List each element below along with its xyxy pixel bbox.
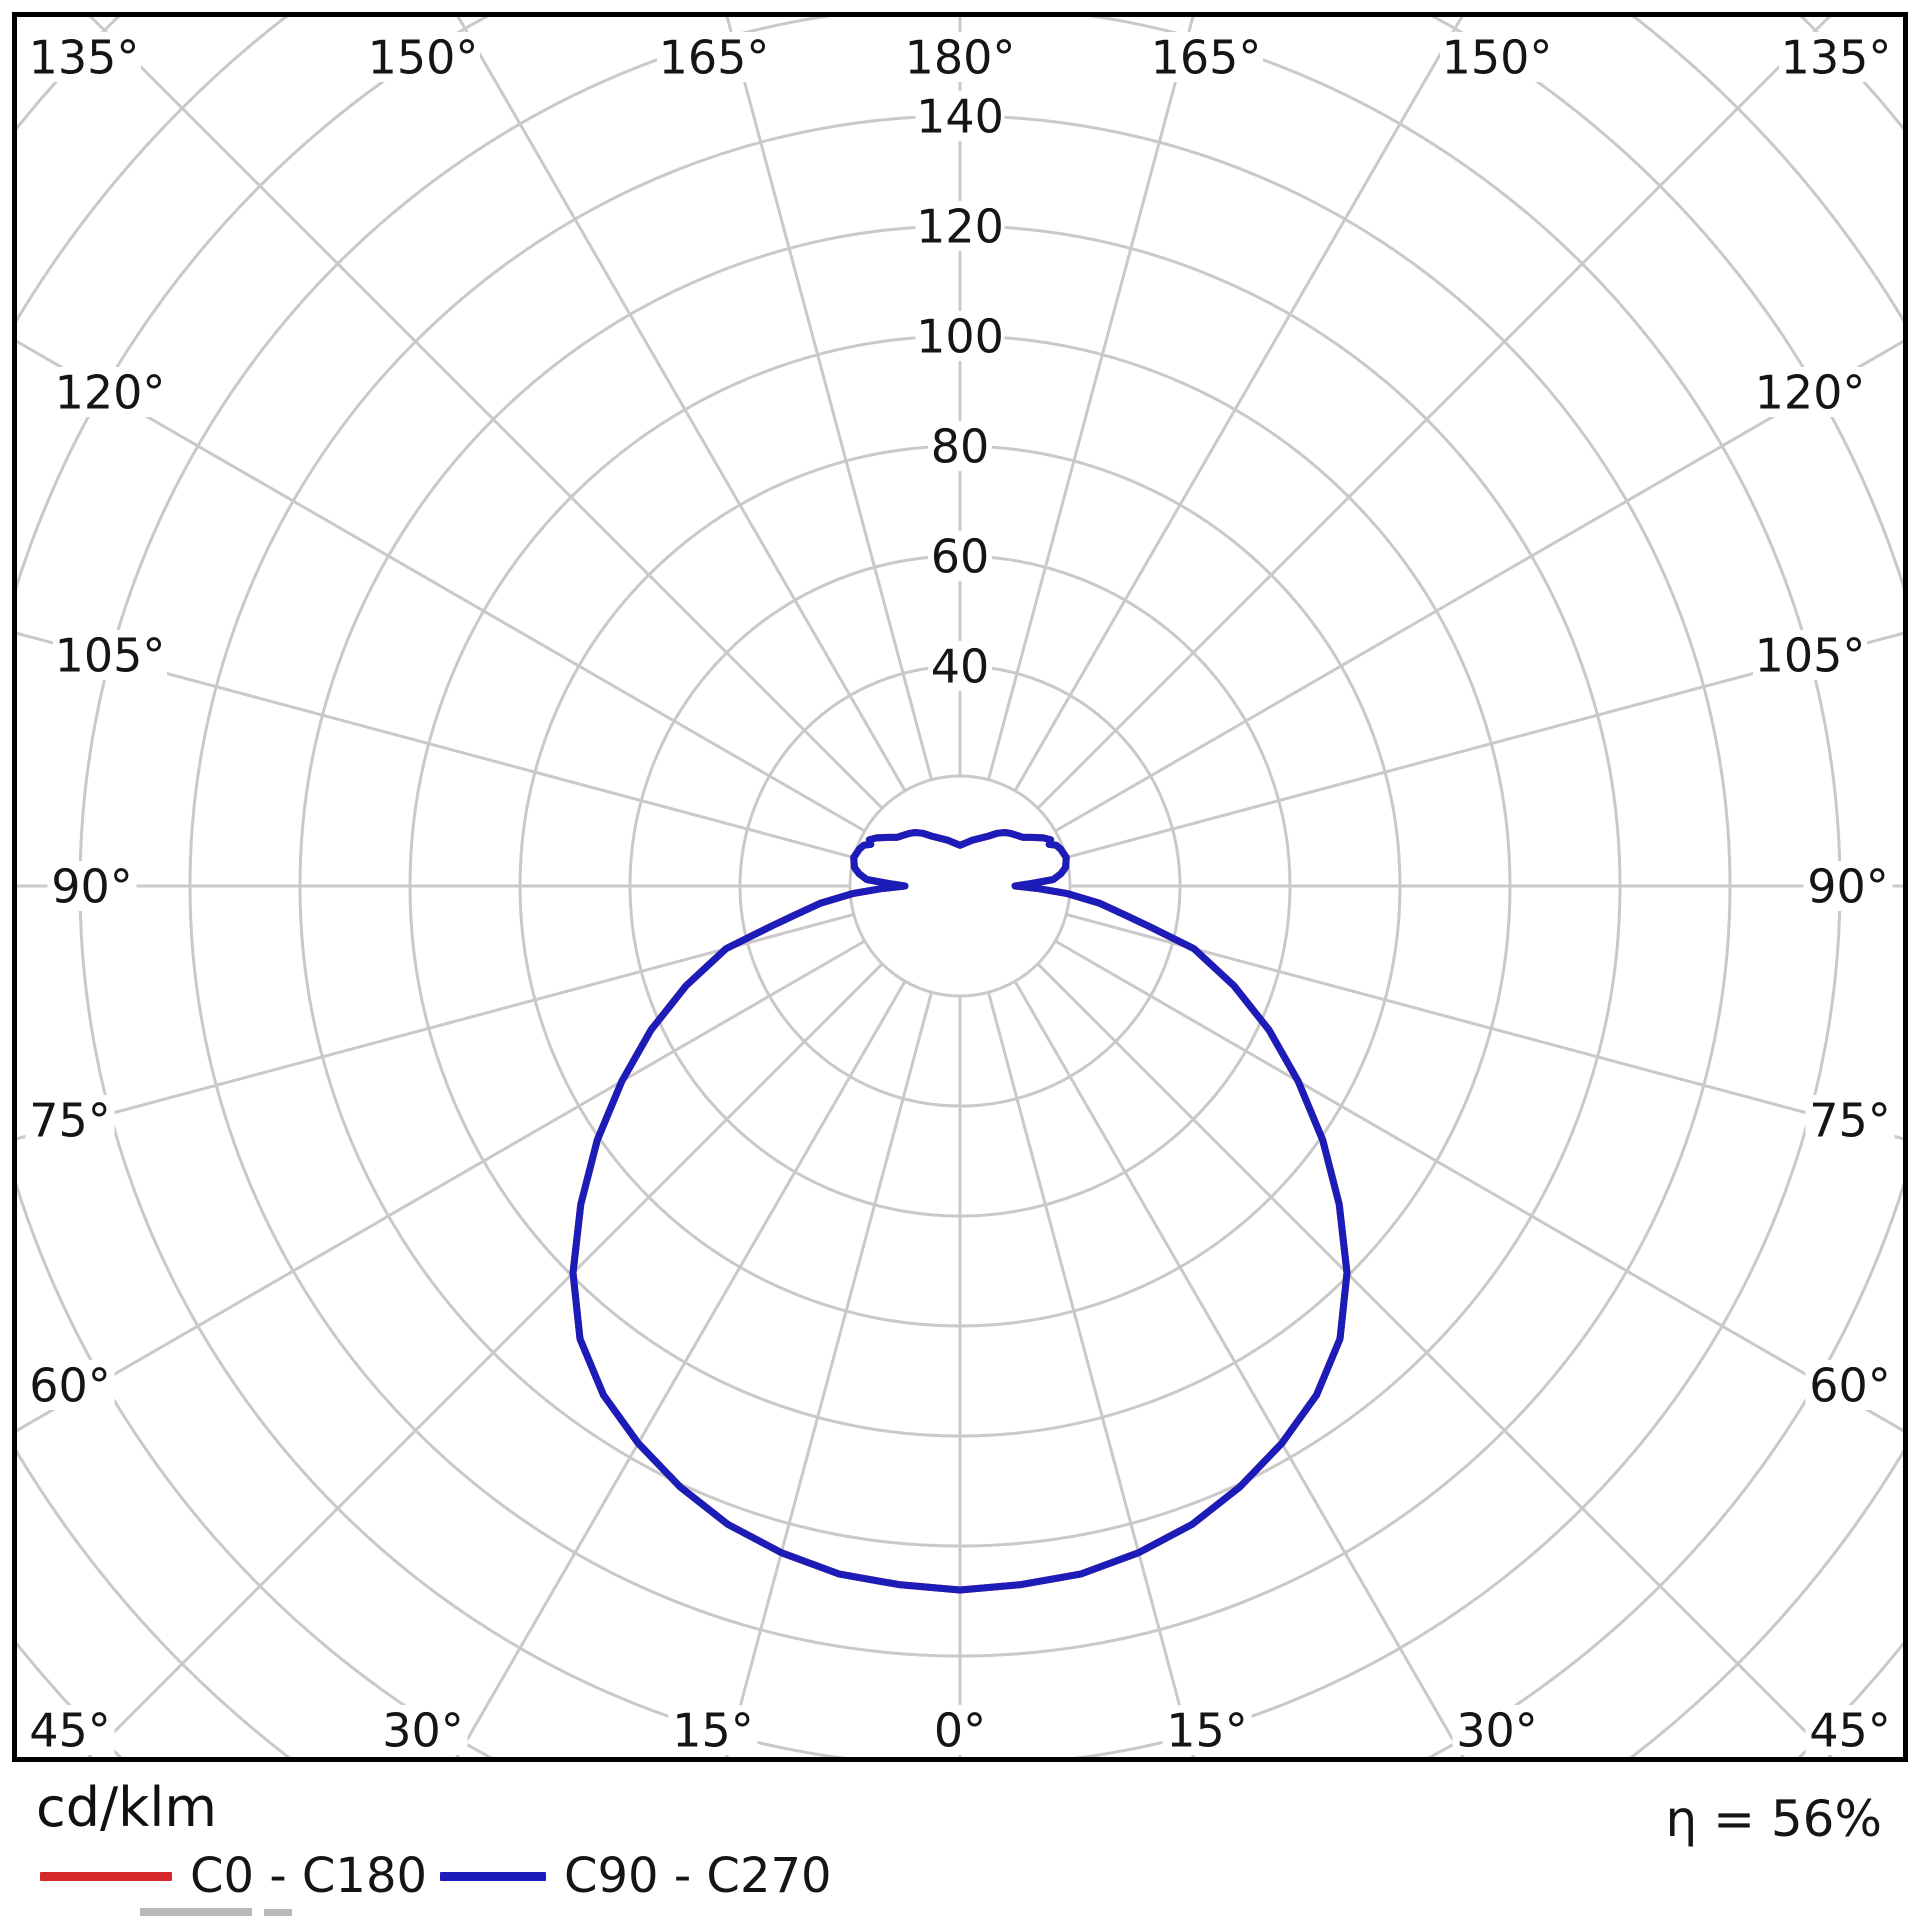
efficiency-label: η = 56% <box>1665 1790 1882 1848</box>
angle-tick-label-bg <box>25 1095 115 1145</box>
grid-spoke <box>16 631 855 859</box>
legend-swatch-blue <box>440 1871 546 1881</box>
legend-item-c0-c180: C0 - C180 <box>40 1848 427 1904</box>
grid-spoke <box>456 16 907 792</box>
angle-tick-label: 15° <box>1166 1704 1248 1758</box>
angle-tick-label: 135° <box>1781 31 1892 85</box>
grid-spoke <box>725 16 933 781</box>
radial-tick-label: 120 <box>916 200 1004 254</box>
angle-tick-label: 30° <box>1456 1704 1538 1758</box>
angle-tick-label: 45° <box>1809 1704 1891 1758</box>
angle-tick-label-bg <box>668 1705 758 1755</box>
angle-tick-label: 75° <box>1809 1094 1891 1148</box>
angle-tick-label: 30° <box>382 1704 464 1758</box>
angle-tick-label-bg <box>47 861 137 911</box>
grid-spoke <box>724 991 933 1758</box>
angle-tick-label-bg <box>903 32 1017 82</box>
grid-spoke <box>455 980 907 1758</box>
legend-swatch-red <box>40 1871 172 1881</box>
angle-tick-label-bg <box>1805 1705 1895 1755</box>
grid-spoke <box>1013 980 1465 1758</box>
angle-tick-label-bg <box>1805 1095 1895 1145</box>
tick-labels: 40 60 80 100 120 140 135° 150° 165° 180° 165° 150° 1… <box>25 31 1895 1758</box>
legend-item-c90-c270: C90 - C270 <box>440 1848 832 1904</box>
angle-tick-label: 90° <box>1807 860 1889 914</box>
angle-tick-label-bg <box>1805 1360 1895 1410</box>
angle-tick-label-bg <box>378 1705 468 1755</box>
radial-tick-label: 140 <box>916 90 1004 144</box>
angle-tick-label: 165° <box>659 31 770 85</box>
angle-tick-label-bg <box>1452 1705 1542 1755</box>
grid-spoke <box>16 939 866 1433</box>
angle-tick-label: 180° <box>905 31 1016 85</box>
units-label: cd/klm <box>36 1776 218 1839</box>
grid-spoke <box>1013 16 1464 792</box>
radial-tick-label-bg <box>928 531 992 581</box>
angle-tick-label: 90° <box>51 860 133 914</box>
angle-tick-label-bg <box>1149 32 1263 82</box>
legend-label-c90-c270: C90 - C270 <box>564 1848 832 1904</box>
angle-tick-label-bg <box>25 1705 115 1755</box>
grid-spoke <box>88 16 884 810</box>
radial-tick-label: 80 <box>931 420 990 474</box>
angle-tick-label: 135° <box>29 31 140 85</box>
radial-tick-label-bg <box>915 311 1005 361</box>
angle-tick-label: 150° <box>1442 31 1553 85</box>
grid-spoke <box>1036 16 1832 810</box>
grid-spoke <box>86 962 884 1758</box>
angle-tick-label-bg <box>366 32 480 82</box>
angle-tick-label-bg <box>1753 630 1867 680</box>
angle-tick-label: 120° <box>1755 366 1866 420</box>
legend-label-c0-c180: C0 - C180 <box>190 1848 428 1904</box>
grid-spoke <box>16 339 866 833</box>
clipped-legend-artifact <box>140 1908 252 1916</box>
grid-spoke <box>987 16 1195 781</box>
angle-tick-label: 60° <box>1809 1359 1891 1413</box>
angle-tick-label-bg <box>1803 861 1893 911</box>
angle-tick-label: 15° <box>672 1704 754 1758</box>
grid-spoke <box>987 991 1196 1758</box>
angle-tick-label-bg <box>1440 32 1554 82</box>
grid-spoke <box>1036 962 1834 1758</box>
radial-tick-label-bg <box>928 421 992 471</box>
angle-tick-label-bg <box>53 367 167 417</box>
angle-tick-label: 105° <box>1755 629 1866 683</box>
angle-tick-label: 120° <box>55 366 166 420</box>
angle-tick-label-bg <box>657 32 771 82</box>
grid-spoke <box>1065 913 1904 1141</box>
angle-tick-label-bg <box>1162 1705 1252 1755</box>
angle-tick-label: 75° <box>29 1094 111 1148</box>
radial-tick-label: 60 <box>931 530 990 584</box>
radial-tick-label-bg <box>928 641 992 691</box>
grid-spoke <box>1054 339 1904 833</box>
grid-spoke <box>1065 631 1904 859</box>
radial-tick-label-bg <box>915 91 1005 141</box>
angle-tick-label-bg <box>27 32 141 82</box>
angle-tick-label: 45° <box>29 1704 111 1758</box>
angle-tick-label-bg <box>1753 367 1867 417</box>
clipped-legend-artifact <box>264 1909 292 1916</box>
angle-tick-label: 0° <box>934 1704 986 1758</box>
grid-spoke <box>16 913 855 1141</box>
angle-tick-label: 105° <box>55 629 166 683</box>
angle-tick-label: 60° <box>29 1359 111 1413</box>
grid-spoke <box>1054 939 1904 1433</box>
legend: C0 - C180 C90 - C270 <box>0 1848 1920 1904</box>
angle-tick-label: 150° <box>368 31 479 85</box>
angle-tick-label-bg <box>25 1360 115 1410</box>
radial-tick-label: 100 <box>916 310 1004 364</box>
angle-tick-label: 165° <box>1151 31 1262 85</box>
radial-tick-label-bg <box>915 201 1005 251</box>
curve-c90-c270 <box>569 829 1351 1594</box>
angle-tick-label-bg <box>1779 32 1893 82</box>
radial-tick-label: 40 <box>931 640 990 694</box>
angle-tick-label-bg <box>53 630 167 680</box>
plot-border <box>12 12 1908 1762</box>
angle-tick-label-bg <box>928 1705 992 1755</box>
